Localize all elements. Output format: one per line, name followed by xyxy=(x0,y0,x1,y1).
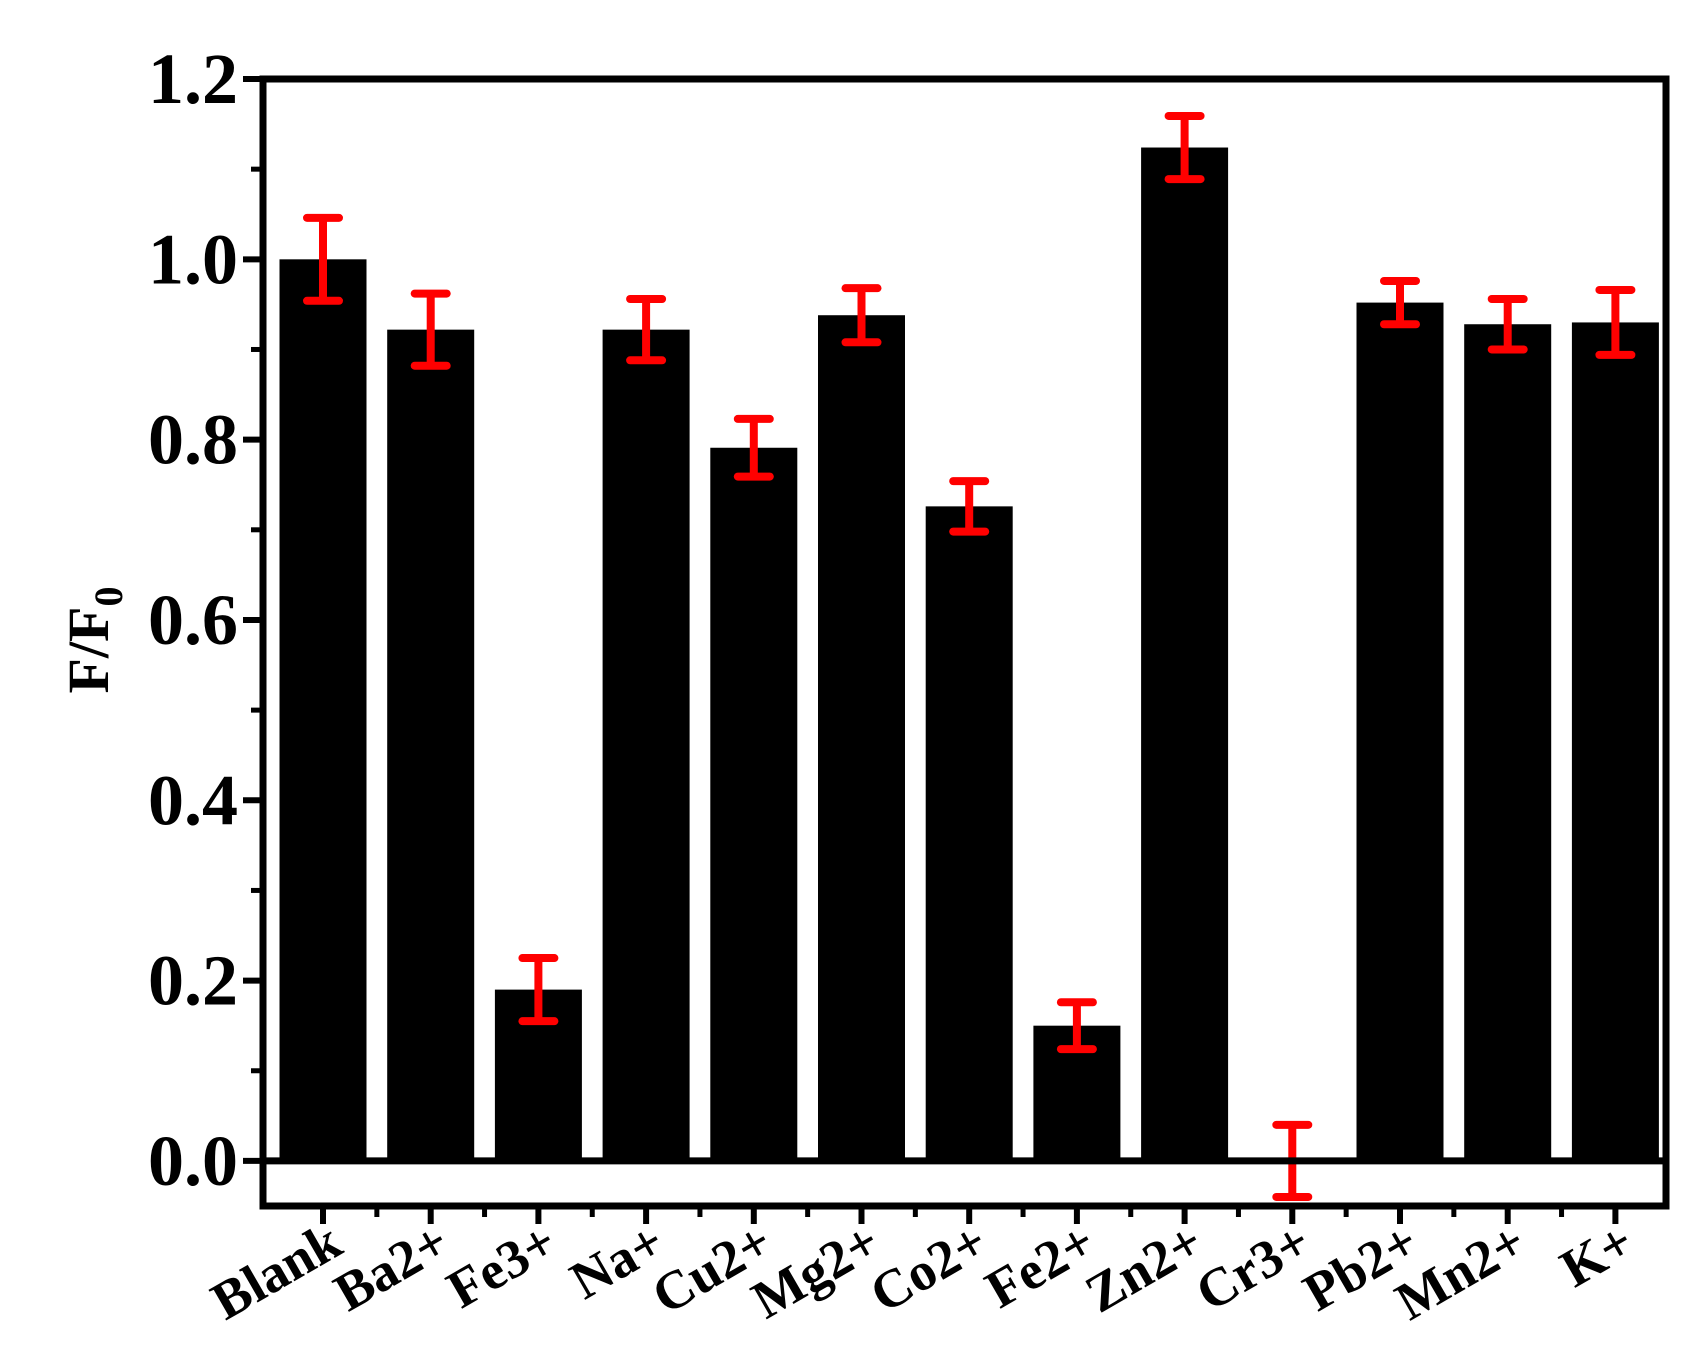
error-bar-3 xyxy=(626,294,667,365)
y-tick-label-1: 0.2 xyxy=(148,941,238,1021)
bars-group xyxy=(279,147,1659,1161)
y-axis-label-subscript: 0 xyxy=(86,587,131,607)
x-ticks-group: BlankBa2+Fe3+Na+Cu2+Mg2+Co2+Fe2+Zn2+Cr3+… xyxy=(201,1206,1643,1332)
error-bar-2 xyxy=(518,954,559,1026)
error-bars-group xyxy=(303,111,1636,1201)
y-ticks-group: 0.0 0.2 0.4 0.6 0.8 1.0 1.2 xyxy=(148,39,263,1201)
x-tick-label-7: Fe2+ xyxy=(976,1210,1105,1319)
axes-group xyxy=(259,75,1670,1210)
x-tick-label-12: K+ xyxy=(1550,1210,1643,1298)
bar-11 xyxy=(1464,324,1552,1161)
error-bar-11 xyxy=(1487,294,1528,354)
error-bar-0 xyxy=(303,213,343,305)
error-bar-1 xyxy=(410,289,451,370)
y-tick-label-0: 0.0 xyxy=(148,1121,238,1201)
bar-4 xyxy=(710,447,798,1161)
y-tick-label-2: 0.4 xyxy=(148,760,238,840)
error-bar-12 xyxy=(1595,285,1636,359)
error-bar-7 xyxy=(1056,998,1097,1054)
bar-1 xyxy=(387,329,475,1161)
y-tick-label-3: 0.6 xyxy=(148,580,238,660)
y-tick-label-5: 1.0 xyxy=(148,219,238,299)
y-axis-label: F/F0 xyxy=(56,587,131,694)
bar-10 xyxy=(1356,302,1444,1161)
bar-3 xyxy=(602,329,690,1161)
x-tick-label-2: Fe3+ xyxy=(437,1210,566,1319)
y-axis-label-main: F/F xyxy=(56,607,121,694)
error-bar-4 xyxy=(733,414,774,481)
y-tick-label-6: 1.2 xyxy=(148,39,238,119)
plot-frame xyxy=(259,75,1670,1210)
y-tick-label-4: 0.8 xyxy=(148,400,238,480)
error-bar-8 xyxy=(1164,111,1205,184)
bar-6 xyxy=(925,506,1013,1161)
bar-8 xyxy=(1141,147,1229,1161)
bar-0 xyxy=(279,259,367,1161)
bar-5 xyxy=(818,315,905,1161)
error-bar-10 xyxy=(1380,276,1420,329)
bar-12 xyxy=(1571,322,1659,1161)
error-bar-5 xyxy=(841,284,882,347)
error-bar-6 xyxy=(949,477,990,536)
